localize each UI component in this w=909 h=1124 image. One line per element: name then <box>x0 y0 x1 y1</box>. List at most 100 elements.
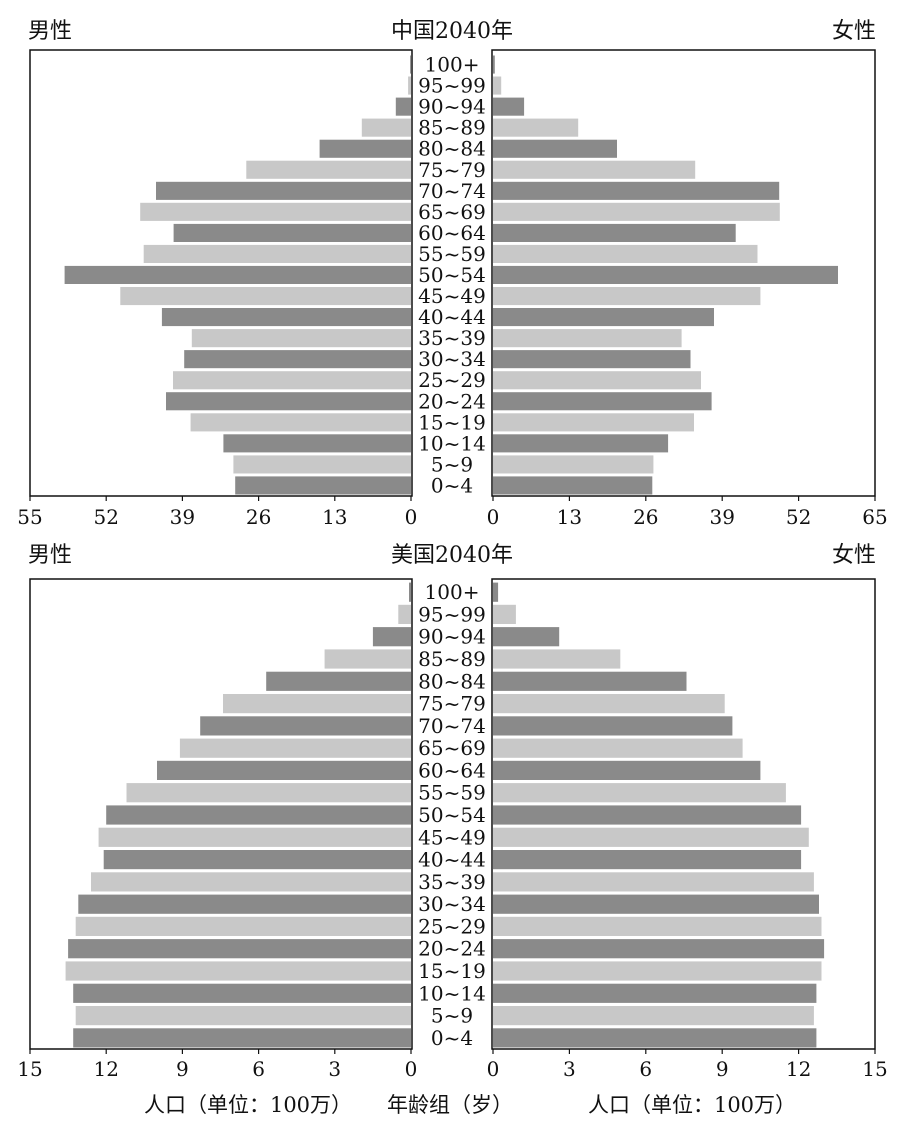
china-male-bar-50~54 <box>64 265 411 284</box>
china-male-bar-0~4 <box>235 476 411 495</box>
footer-right-xlabel: 人口（单位：100万） <box>588 1093 796 1117</box>
usa-age-label: 35~39 <box>418 870 486 894</box>
china-male-bar-5~9 <box>233 455 411 474</box>
usa-female-plot-frame <box>491 578 876 1050</box>
china-age-label: 30~34 <box>418 347 486 371</box>
usa-female-bar-70~74 <box>493 716 733 736</box>
usa-left-axis: 15 12 9 6 3 0 <box>17 1049 417 1081</box>
china-age-label: 50~54 <box>418 263 486 287</box>
usa-right-tick-label: 6 <box>639 1057 652 1081</box>
usa-female-bar-100+ <box>493 582 499 602</box>
china-age-label: 45~49 <box>418 284 486 308</box>
china-male-bar-25~29 <box>173 371 411 390</box>
usa-female-label: 女性 <box>832 543 876 568</box>
china-age-label: 65~69 <box>418 200 486 224</box>
china-right-tick-label: 26 <box>633 505 658 529</box>
china-female-bar-95~99 <box>493 76 502 95</box>
china-age-label: 5~9 <box>431 452 473 476</box>
usa-male-bar-30~34 <box>78 894 412 914</box>
china-female-bar-60~64 <box>493 223 736 242</box>
china-age-label: 100+ <box>425 53 480 77</box>
china-left-tick-label: 26 <box>246 505 271 529</box>
usa-female-bar-75~79 <box>493 694 725 714</box>
usa-female-bar-95~99 <box>493 604 516 624</box>
usa-male-plot-frame <box>29 578 413 1050</box>
china-female-bar-70~74 <box>493 181 780 200</box>
china-female-bar-0~4 <box>493 476 653 495</box>
usa-male-bar-75~79 <box>223 694 411 714</box>
china-age-label: 15~19 <box>418 410 486 434</box>
usa-male-bar-50~54 <box>106 805 411 825</box>
china-female-bar-85~89 <box>493 118 579 137</box>
usa-female-bar-30~34 <box>493 894 819 914</box>
china-female-bar-5~9 <box>493 455 654 474</box>
usa-female-bar-40~44 <box>493 850 802 870</box>
china-age-label: 20~24 <box>418 389 486 413</box>
usa-male-bar-40~44 <box>103 850 411 870</box>
usa-male-bar-35~39 <box>91 872 411 892</box>
china-male-bar-40~44 <box>161 308 411 327</box>
china-male-bar-65~69 <box>140 202 411 221</box>
china-male-bar-95~99 <box>408 76 411 95</box>
chart-china: 男性 中国2040年 女性 0~45~910~1415~1920~2425~29… <box>17 19 887 529</box>
usa-male-bar-55~59 <box>126 783 411 803</box>
china-age-label: 60~64 <box>418 221 486 245</box>
china-age-label: 40~44 <box>418 305 486 329</box>
usa-age-label: 30~34 <box>418 892 486 916</box>
usa-age-label: 85~89 <box>418 647 486 671</box>
china-age-label: 90~94 <box>418 95 486 119</box>
usa-male-bar-20~24 <box>68 939 411 959</box>
china-female-bars <box>493 55 838 495</box>
usa-female-bar-5~9 <box>493 1006 814 1026</box>
usa-age-label: 15~19 <box>418 959 486 983</box>
usa-age-label: 5~9 <box>431 1004 473 1028</box>
china-male-bar-55~59 <box>143 244 411 263</box>
china-age-label: 80~84 <box>418 137 486 161</box>
usa-right-tick-label: 12 <box>786 1057 811 1081</box>
usa-age-label: 95~99 <box>418 602 486 626</box>
china-male-bar-70~74 <box>156 181 411 200</box>
usa-age-label: 65~69 <box>418 736 486 760</box>
china-female-bar-100+ <box>493 55 495 74</box>
usa-female-bars <box>493 582 825 1048</box>
usa-female-bar-10~14 <box>493 983 817 1003</box>
china-age-labels: 0~45~910~1415~1920~2425~2930~3435~3940~4… <box>418 53 486 498</box>
usa-female-bar-50~54 <box>493 805 802 825</box>
china-left-tick-label: 55 <box>17 505 42 529</box>
china-left-tick-label: 0 <box>405 505 418 529</box>
china-age-label: 10~14 <box>418 431 486 455</box>
china-male-bar-85~89 <box>361 118 411 137</box>
usa-female-bar-80~84 <box>493 671 687 691</box>
usa-male-bar-90~94 <box>372 627 411 647</box>
china-male-bar-45~49 <box>120 287 412 306</box>
usa-female-bar-65~69 <box>493 738 743 758</box>
usa-male-bar-60~64 <box>157 760 411 780</box>
usa-left-tick-label: 6 <box>252 1057 265 1081</box>
usa-left-tick-label: 0 <box>405 1057 418 1081</box>
china-female-label: 女性 <box>832 19 876 44</box>
usa-right-tick-label: 0 <box>487 1057 500 1081</box>
china-right-axis: 0 13 26 39 52 65 <box>487 496 888 529</box>
usa-age-label: 10~14 <box>418 981 486 1005</box>
usa-male-bar-15~19 <box>65 961 411 981</box>
china-age-label: 35~39 <box>418 326 486 350</box>
china-female-bar-75~79 <box>493 160 696 179</box>
china-male-bar-10~14 <box>223 434 411 453</box>
usa-right-tick-label: 15 <box>862 1057 887 1081</box>
usa-age-label: 70~74 <box>418 714 486 738</box>
usa-age-label: 75~79 <box>418 692 486 716</box>
china-age-label: 0~4 <box>431 474 473 498</box>
usa-age-label: 50~54 <box>418 803 486 827</box>
china-right-tick-label: 0 <box>487 505 500 529</box>
usa-left-tick-label: 3 <box>328 1057 341 1081</box>
china-female-plot-frame <box>491 49 876 497</box>
china-female-bar-45~49 <box>493 287 761 306</box>
china-female-bar-25~29 <box>493 371 701 390</box>
usa-age-label: 45~49 <box>418 825 486 849</box>
china-male-plot-frame <box>29 49 413 497</box>
china-male-bar-35~39 <box>191 329 411 348</box>
usa-female-bar-45~49 <box>493 827 809 847</box>
china-age-label: 85~89 <box>418 116 486 140</box>
usa-male-bar-65~69 <box>179 738 411 758</box>
